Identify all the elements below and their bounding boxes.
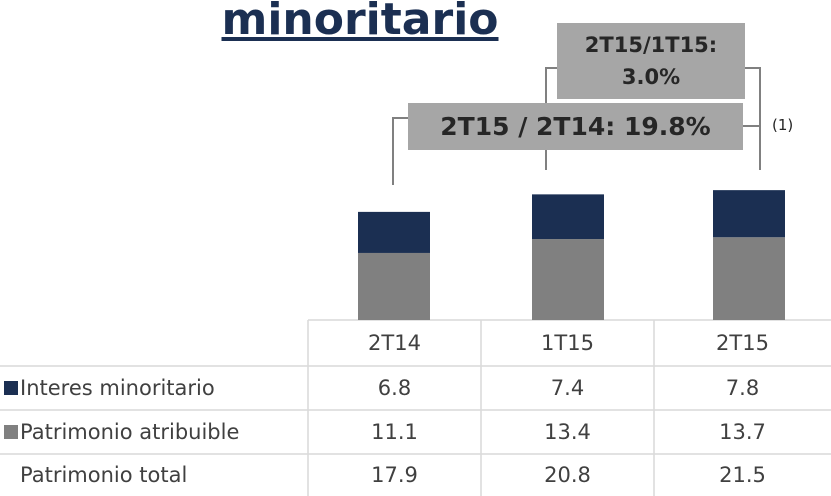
footnote-ref: (1): [772, 116, 794, 134]
row-label: Patrimonio total: [20, 463, 188, 487]
bar-segment: [713, 237, 785, 320]
x-tick-label: 1T15: [541, 331, 594, 355]
bar-segment: [532, 194, 604, 240]
table-value: 7.8: [725, 376, 760, 400]
bar-segment: [532, 239, 604, 320]
legend-label: Patrimonio atribuible: [20, 420, 240, 444]
annotation: 2T15/1T15: 3.0%: [557, 23, 745, 99]
table-value: 17.9: [371, 463, 418, 487]
table-value: 6.8: [377, 376, 412, 400]
chart-title: minoritario: [221, 0, 499, 45]
table-value: 7.4: [550, 376, 585, 400]
table-value: 20.8: [544, 463, 591, 487]
legend-label: Interes minoritario: [20, 376, 215, 400]
bar-segment: [713, 190, 785, 238]
bar-segment: [358, 252, 430, 320]
legend-swatch: [4, 381, 18, 395]
x-tick-label: 2T14: [368, 331, 421, 355]
table-value: 21.5: [719, 463, 766, 487]
table-value: 13.7: [719, 420, 766, 444]
table-value: 13.4: [544, 420, 591, 444]
bar-segment: [358, 211, 430, 253]
x-tick-label: 2T15: [716, 331, 769, 355]
legend-swatch: [4, 425, 18, 439]
table-value: 11.1: [371, 420, 418, 444]
annotation: 2T15 / 2T14: 19.8%: [408, 103, 743, 150]
